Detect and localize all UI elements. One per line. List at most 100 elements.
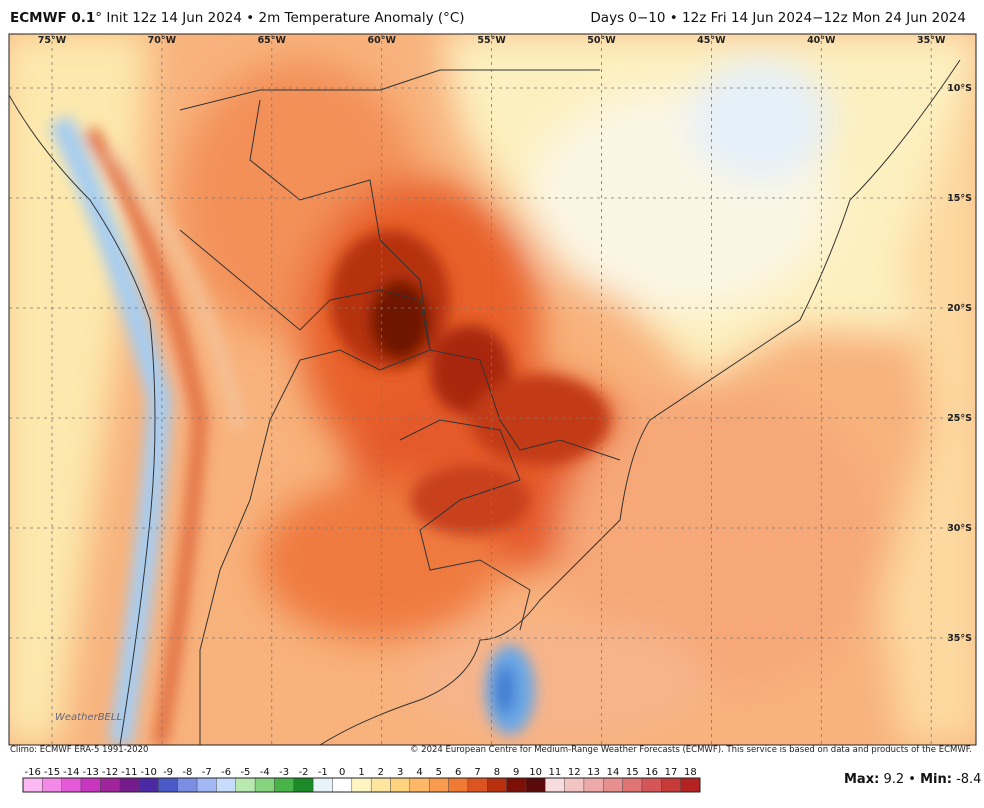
colorbar-label: 16 xyxy=(645,767,658,778)
colorbar-label: -6 xyxy=(221,767,231,778)
colorbar-swatch xyxy=(622,777,643,793)
colorbar-swatch xyxy=(158,777,178,793)
colorbar-label: 0 xyxy=(339,767,345,778)
colorbar-label: -7 xyxy=(202,767,212,778)
colorbar-swatch xyxy=(42,777,62,793)
header-left: ECMWF 0.1° Init 12z 14 Jun 2024 • 2m Tem… xyxy=(10,10,465,26)
colorbar-swatch xyxy=(61,777,82,793)
header-right: Days 0−10 • 12z Fri 14 Jun 2024−12z Mon … xyxy=(590,10,966,26)
colorbar-label: -4 xyxy=(260,767,270,778)
colorbar-swatch xyxy=(467,777,488,793)
lat-label: 15°S xyxy=(947,193,972,204)
stats: Max: 9.2 • Min: -8.4 xyxy=(844,772,981,787)
max-label: Max: xyxy=(844,772,879,787)
copyright: © 2024 European Centre for Medium-Range … xyxy=(409,745,972,755)
colorbar-label: -16 xyxy=(24,767,40,778)
lon-label: 40°W xyxy=(807,35,836,46)
lon-label: 75°W xyxy=(38,35,67,46)
logo: WeatherBELL xyxy=(55,712,122,723)
lat-label: 25°S xyxy=(947,413,972,424)
colorbar-swatch xyxy=(235,777,256,793)
colorbar-swatch xyxy=(641,777,662,793)
colorbar-label: -14 xyxy=(63,767,79,778)
colorbar-swatch xyxy=(506,777,527,793)
lat-label: 30°S xyxy=(947,523,972,534)
colorbar-label: 10 xyxy=(529,767,542,778)
colorbar-swatch xyxy=(370,777,391,793)
lon-label: 45°W xyxy=(697,35,726,46)
colorbar-label: -11 xyxy=(121,767,137,778)
colorbar-swatch xyxy=(196,777,217,793)
colorbar-label: 13 xyxy=(587,767,600,778)
colorbar-label: -8 xyxy=(182,767,192,778)
colorbar-swatch xyxy=(661,777,681,793)
colorbar-swatch xyxy=(409,777,430,793)
lon-label: 55°W xyxy=(477,35,506,46)
colorbar-label: -2 xyxy=(298,767,308,778)
colorbar-label: -10 xyxy=(141,767,157,778)
lat-label: 10°S xyxy=(947,83,972,94)
colorbar-label: 15 xyxy=(626,767,639,778)
colorbar-swatch xyxy=(583,777,604,793)
model-name: ECMWF 0.1 xyxy=(10,10,96,26)
colorbar-label: 3 xyxy=(397,767,403,778)
colorbar-label: 14 xyxy=(607,767,620,778)
colorbar-label: -9 xyxy=(163,767,173,778)
colorbar-label: 8 xyxy=(494,767,500,778)
lon-label: 70°W xyxy=(148,35,177,46)
colorbar-label: 7 xyxy=(474,767,480,778)
lat-label: 20°S xyxy=(947,303,972,314)
colorbar-label: -12 xyxy=(102,767,118,778)
colorbar-swatch xyxy=(545,777,565,793)
colorbar-label: -13 xyxy=(83,767,99,778)
colorbar-label: -15 xyxy=(44,767,60,778)
colorbar-swatch xyxy=(22,777,43,793)
min-label: Min: xyxy=(920,772,952,787)
colorbar-swatch xyxy=(390,777,411,793)
colorbar-swatch xyxy=(312,777,333,793)
colorbar-swatch xyxy=(293,777,314,793)
colorbar-swatch xyxy=(487,777,507,793)
colorbar-label: 2 xyxy=(378,767,384,778)
colorbar-swatch xyxy=(429,777,449,793)
colorbar-swatch xyxy=(525,777,546,793)
colorbar-label: 4 xyxy=(416,767,422,778)
header-text: ° Init 12z 14 Jun 2024 • 2m Temperature … xyxy=(95,10,465,26)
climo-note: Climo: ECMWF ERA-5 1991-2020 xyxy=(10,745,149,755)
colorbar-swatch xyxy=(177,777,198,793)
map-frame xyxy=(8,33,977,746)
colorbar-swatch xyxy=(100,777,120,793)
colorbar-label: -3 xyxy=(279,767,289,778)
lon-label: 35°W xyxy=(917,35,946,46)
separator: • xyxy=(908,772,916,787)
colorbar-label: 5 xyxy=(436,767,442,778)
lon-label: 65°W xyxy=(258,35,287,46)
colorbar-swatch xyxy=(603,777,623,793)
colorbar-swatch xyxy=(680,777,701,793)
min-value: -8.4 xyxy=(956,772,981,787)
colorbar-swatch xyxy=(351,777,372,793)
colorbar-swatch xyxy=(138,777,159,793)
colorbar-label: 11 xyxy=(549,767,562,778)
colorbar-label: 17 xyxy=(665,767,678,778)
max-value: 9.2 xyxy=(883,772,904,787)
colorbar-label: -5 xyxy=(240,767,250,778)
colorbar-swatch xyxy=(564,777,585,793)
map-field xyxy=(9,34,976,745)
colorbar-label: -1 xyxy=(318,767,328,778)
colorbar-swatch xyxy=(254,777,275,793)
lon-label: 60°W xyxy=(367,35,396,46)
colorbar-label: 12 xyxy=(568,767,581,778)
colorbar-swatch xyxy=(80,777,101,793)
colorbar-label: 18 xyxy=(684,767,697,778)
colorbar-swatch xyxy=(216,777,236,793)
colorbar-label: 6 xyxy=(455,767,461,778)
lat-label: 35°S xyxy=(947,633,972,644)
colorbar-frame xyxy=(22,777,701,793)
colorbar-label: 9 xyxy=(513,767,519,778)
colorbar-swatch xyxy=(332,777,353,793)
colorbar-swatch xyxy=(119,777,140,793)
colorbar-swatch xyxy=(448,777,469,793)
